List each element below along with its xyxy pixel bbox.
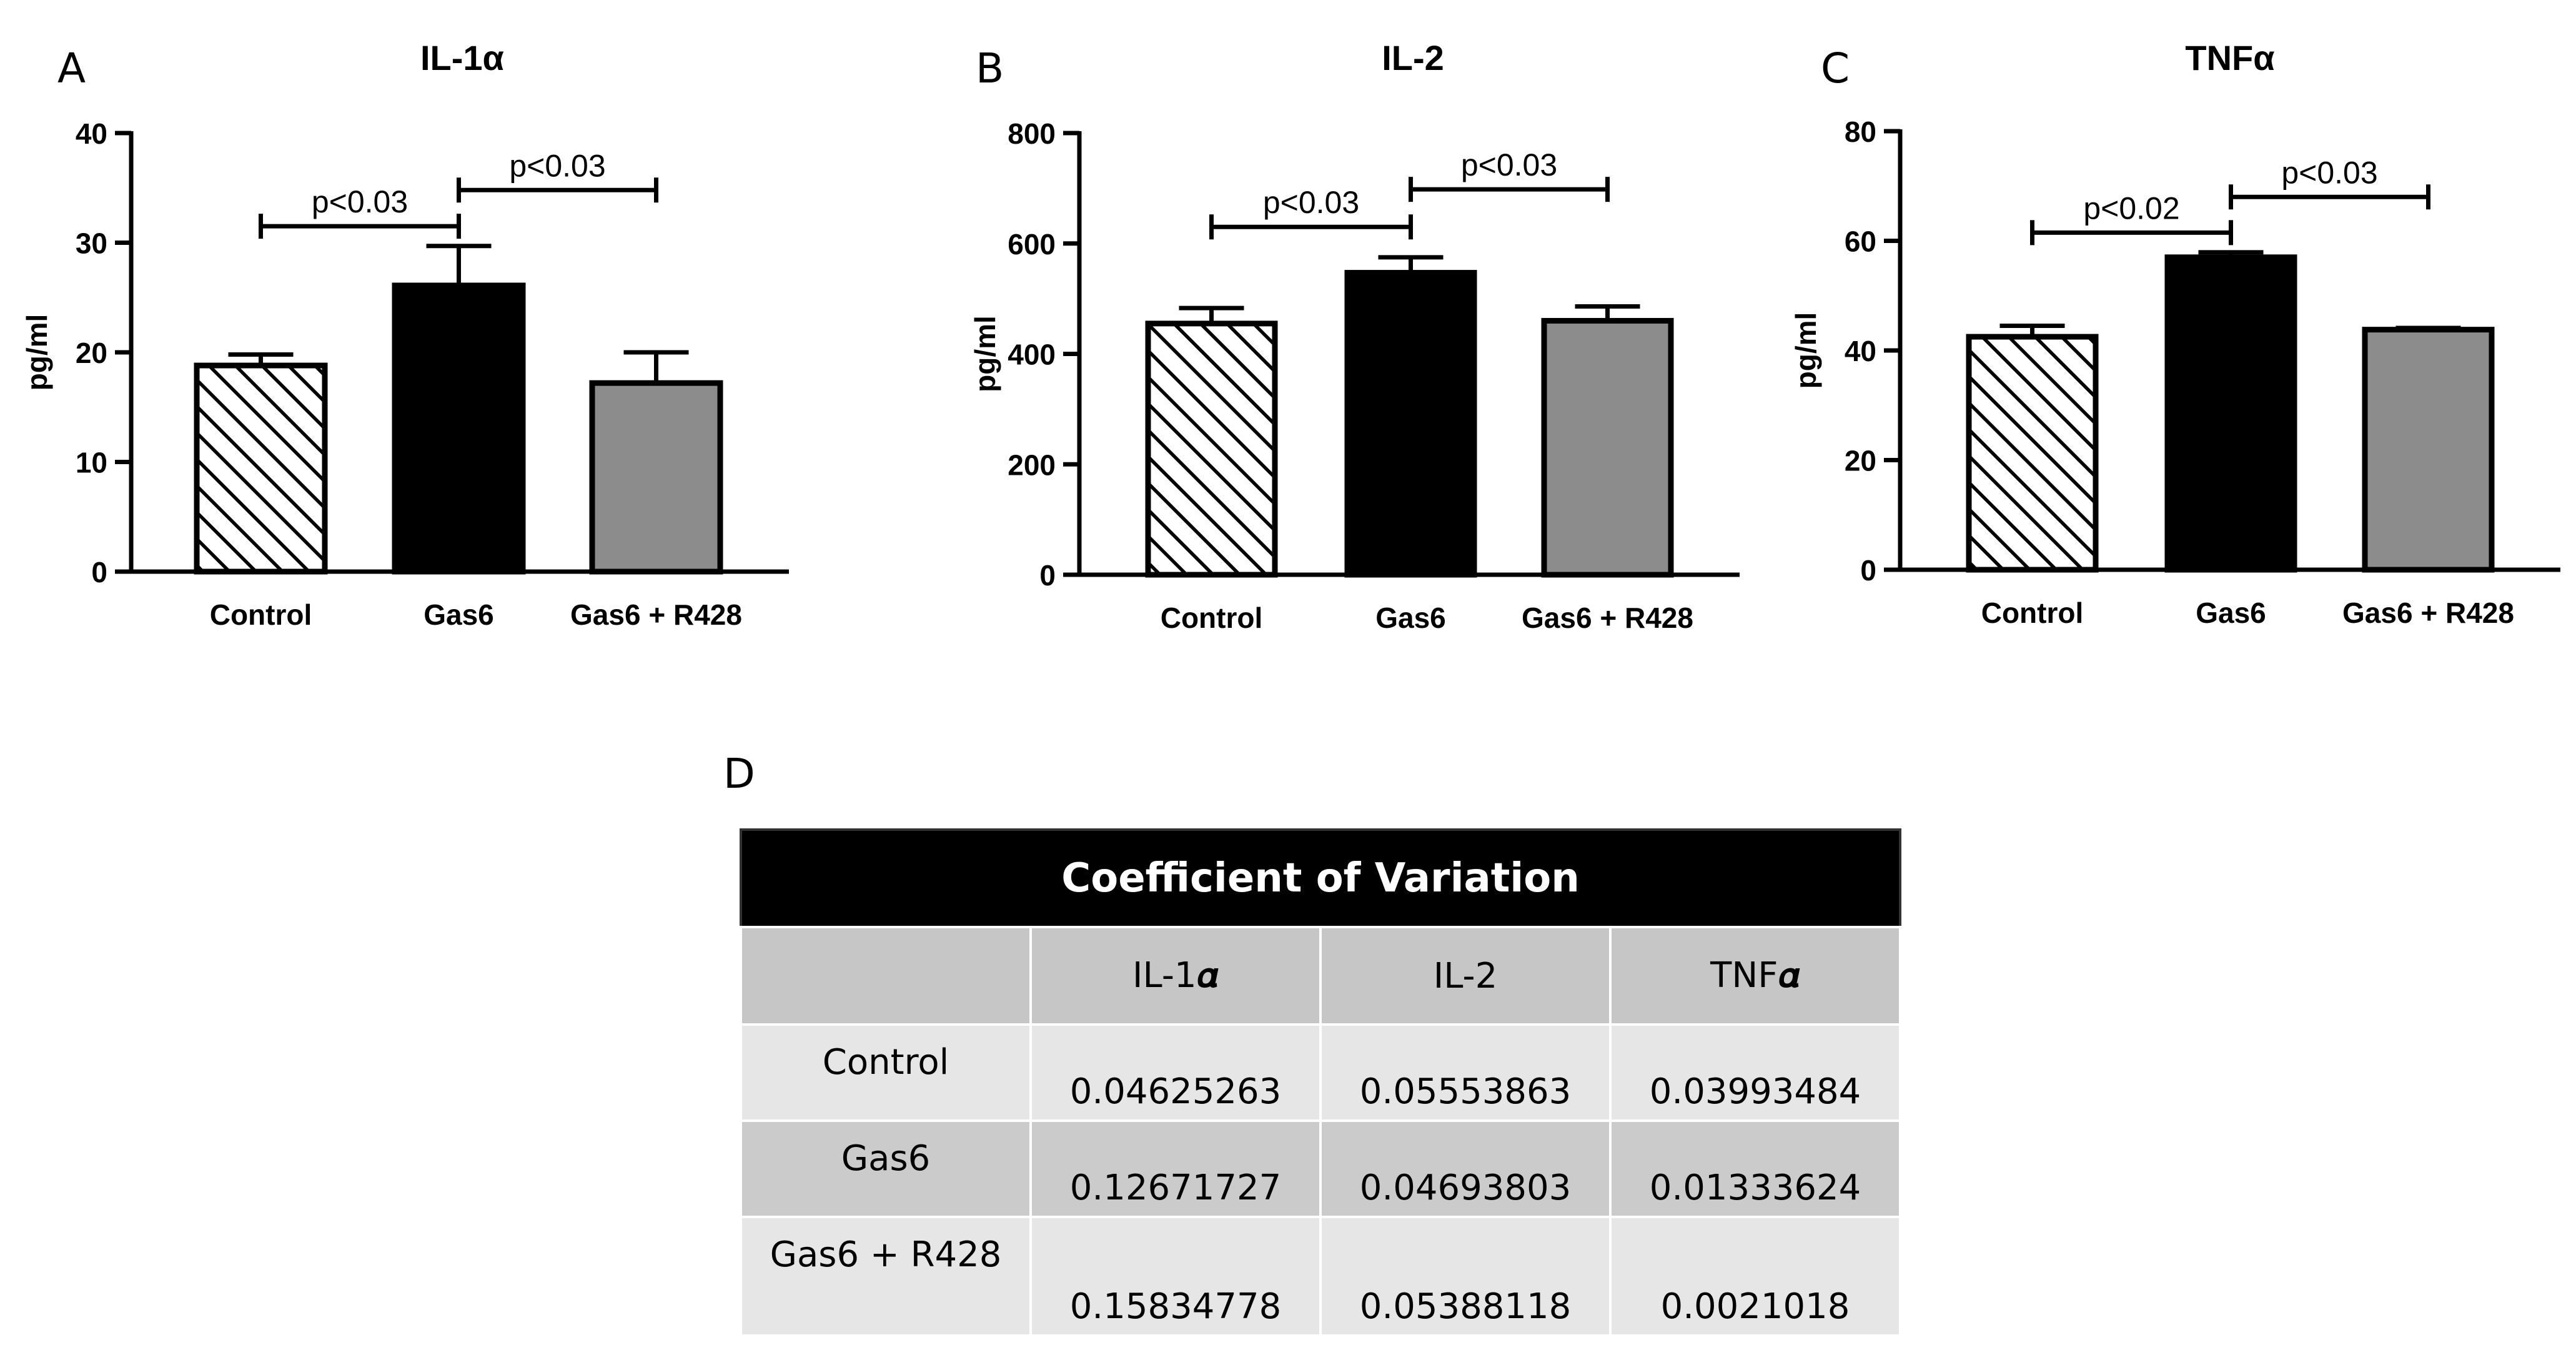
y-tick-label-c-4: 80 [1845,116,1876,148]
bar-charts-figure: A IL-1α 0 10 20 30 40 pg/ml Control Gas6 Gas6 + R4… [21,38,2560,634]
y-tick-label-b-3: 600 [1008,228,1056,261]
bar-b-gas6-r428 [1541,317,1674,578]
bar-b-gas6 [1344,270,1477,578]
table-header-empty [740,926,1032,1026]
y-tick-label-b-2: 400 [1008,339,1056,371]
category-label-b-2: Gas6 + R428 [1522,602,1693,634]
category-label-a-1: Gas6 [424,598,494,631]
table-row: Gas6 0.12671727 0.04693803 0.01333624 [740,1119,1901,1218]
bar-a-gas6-r428 [589,380,723,575]
table-cell: 0.0021018 [1609,1216,1901,1337]
category-label-c-1: Gas6 [2196,597,2266,629]
category-label-a-0: Control [210,598,312,631]
category-label-c-2: Gas6 + R428 [2342,597,2514,629]
bar-c-gas6 [2164,254,2297,573]
panel-letter-d: D [723,750,755,798]
row-label-gas6: Gas6 [740,1119,1032,1218]
y-tick-label-a-2: 20 [76,337,107,369]
category-label-a-2: Gas6 + R428 [570,598,742,631]
table-header-il2: IL-2 [1319,926,1612,1026]
panel-letter-c: C [1821,44,1850,92]
y-tick-label-c-1: 20 [1845,445,1876,477]
y-tick-label-a-4: 40 [76,117,107,150]
row-label-control: Control [740,1023,1032,1122]
y-tick-label-b-1: 200 [1008,449,1056,481]
y-tick-label-a-3: 30 [76,227,107,260]
y-tick-label-c-2: 40 [1845,335,1876,367]
y-axis-label-b: pg/ml [969,315,1001,392]
table-cell: 0.15834778 [1029,1216,1322,1337]
y-tick-label-b-4: 800 [1008,117,1056,150]
panel-letter-a: A [57,44,86,92]
panel-letter-b: B [976,44,1004,92]
row-label-gas6-r428: Gas6 + R428 [740,1216,1032,1337]
p-value-label-b-1: p<0.03 [1461,147,1557,182]
y-tick-label-a-1: 10 [76,447,107,479]
p-value-label-b-0: p<0.03 [1263,185,1359,220]
y-axis-label-c: pg/ml [1790,312,1822,389]
table-cell: 0.04693803 [1319,1119,1612,1218]
bar-c-gas6-r428 [2362,327,2495,573]
p-value-label-c-0: p<0.02 [2083,191,2179,226]
table-cell: 0.05388118 [1319,1216,1612,1337]
y-tick-label-c-3: 60 [1845,226,1876,258]
bar-a-control [194,362,328,575]
table-row: Control 0.04625263 0.05553863 0.03993484 [740,1023,1901,1122]
category-label-b-0: Control [1161,602,1263,634]
table-cell: 0.01333624 [1609,1119,1901,1218]
p-value-label-c-1: p<0.03 [2281,155,2377,190]
y-axis-label-a: pg/ml [21,314,53,391]
chart-title-c: TNFα [2185,38,2274,77]
table-cell: 0.03993484 [1609,1023,1901,1122]
table-row: Gas6 + R428 0.15834778 0.05388118 0.0021… [740,1216,1901,1337]
table-cell: 0.04625263 [1029,1023,1322,1122]
table-cell: 0.05553863 [1319,1023,1612,1122]
table-title: Coefficient of Variation [741,830,1900,927]
table-header-il1a: IL-1𝜶 [1029,926,1322,1026]
y-tick-label-c-0: 0 [1860,554,1876,587]
y-tick-label-b-0: 0 [1039,559,1056,592]
coefficient-of-variation-table: Coefficient of Variation IL-1𝜶 IL-2 TNF𝜶… [740,828,1901,1337]
category-label-c-0: Control [1981,597,2084,629]
p-value-label-a-0: p<0.03 [312,184,408,219]
category-label-b-1: Gas6 [1375,602,1446,634]
chart-title-a: IL-1α [420,38,504,77]
bar-b-control [1145,320,1278,578]
table-cell: 0.12671727 [1029,1119,1322,1218]
table-header-tnfa: TNF𝜶 [1609,926,1901,1026]
y-tick-label-a-0: 0 [91,556,107,588]
p-value-label-a-1: p<0.03 [509,148,605,183]
bar-a-gas6 [392,282,526,575]
chart-title-b: IL-2 [1382,38,1444,77]
bar-c-control [1966,334,2099,573]
